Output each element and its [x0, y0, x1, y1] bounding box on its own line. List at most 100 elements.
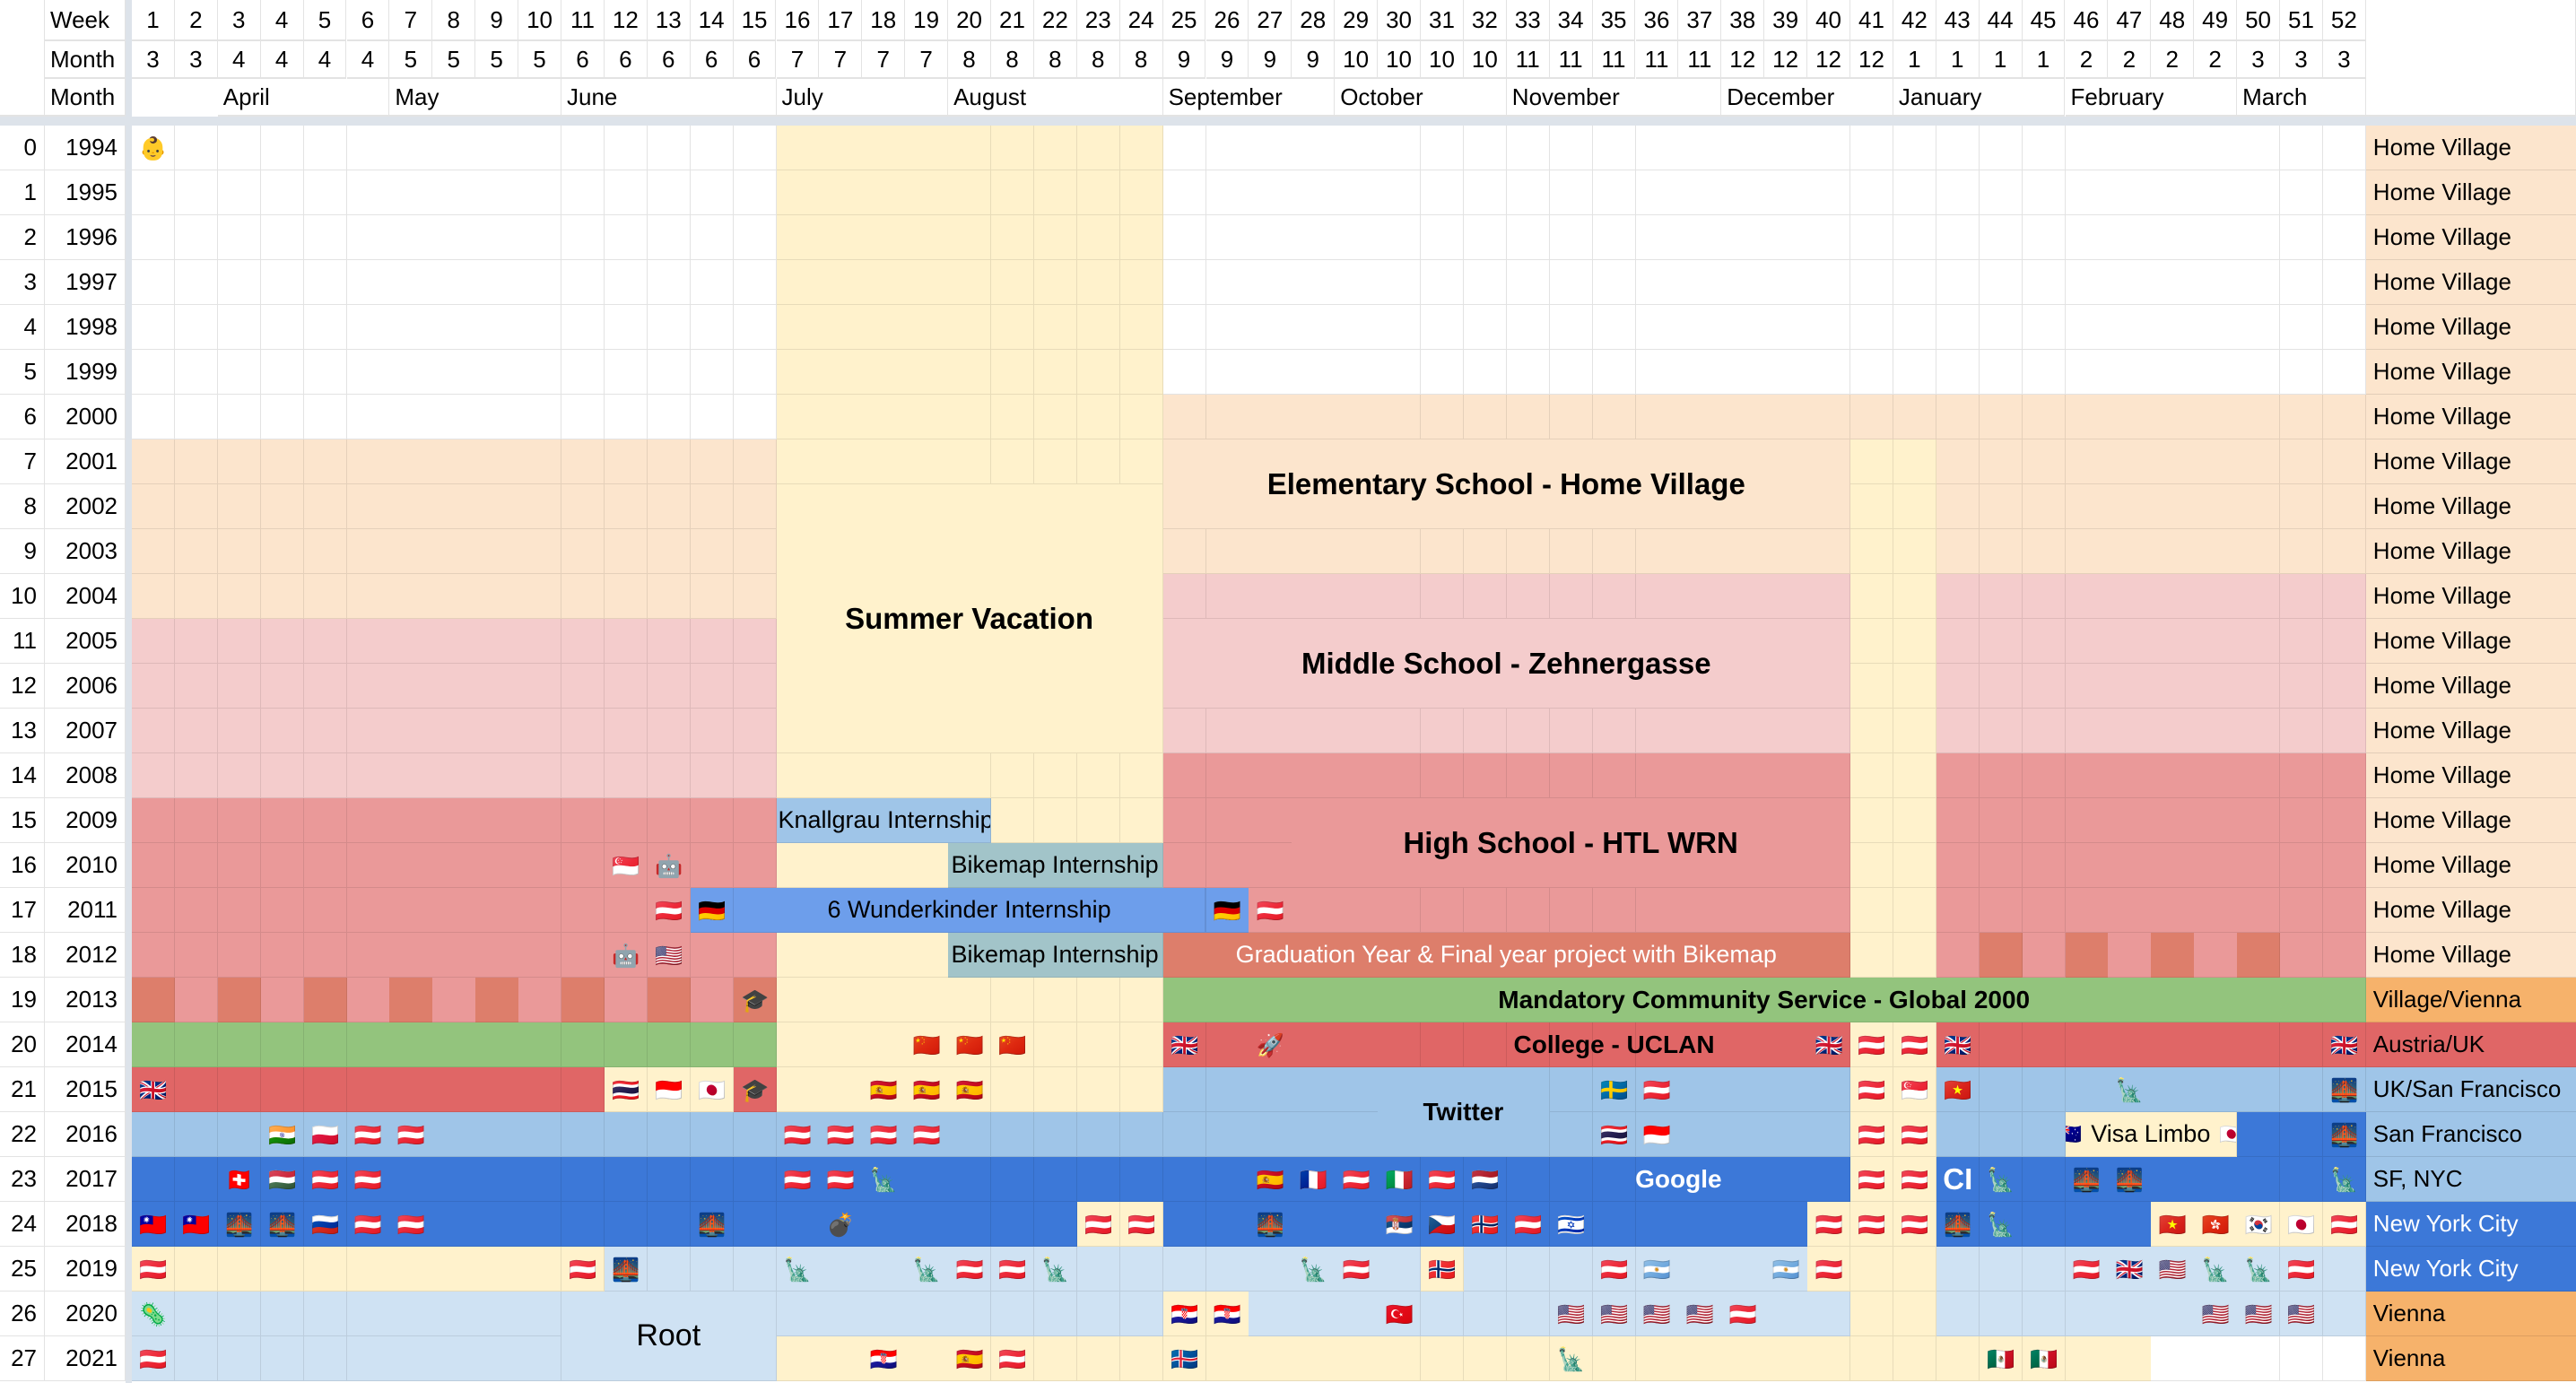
week-cell[interactable]	[1635, 260, 1679, 305]
week-cell[interactable]	[174, 619, 219, 664]
week-cell[interactable]	[1205, 574, 1249, 619]
week-cell[interactable]	[1893, 1247, 1937, 1292]
week-cell[interactable]	[2322, 484, 2367, 529]
week-cell[interactable]	[260, 1022, 305, 1067]
week-cell[interactable]	[132, 619, 176, 664]
week-cell[interactable]	[1335, 126, 1379, 170]
week-cell[interactable]	[991, 1202, 1035, 1247]
week-cell[interactable]	[518, 215, 562, 260]
week-cell[interactable]	[389, 1022, 433, 1067]
week-cell[interactable]	[819, 305, 863, 350]
week-cell[interactable]	[604, 978, 648, 1022]
week-cell[interactable]	[604, 1247, 648, 1292]
week-cell[interactable]	[1850, 619, 1894, 664]
week-cell[interactable]	[1850, 1067, 1894, 1112]
week-cell[interactable]	[518, 170, 562, 215]
week-cell[interactable]	[733, 529, 777, 574]
week-cell[interactable]	[776, 1067, 820, 1112]
week-cell[interactable]	[260, 170, 305, 215]
week-cell[interactable]	[1162, 170, 1206, 215]
week-cell[interactable]	[174, 753, 219, 798]
week-cell[interactable]	[132, 888, 176, 933]
week-cell[interactable]	[1549, 1292, 1594, 1336]
week-cell[interactable]	[217, 170, 262, 215]
week-cell[interactable]	[1764, 215, 1808, 260]
week-cell[interactable]	[1549, 888, 1594, 933]
week-cell[interactable]	[346, 888, 390, 933]
week-cell[interactable]	[1592, 305, 1636, 350]
week-cell[interactable]	[561, 484, 605, 529]
week-cell[interactable]	[2280, 1067, 2324, 1112]
week-cell[interactable]	[690, 1157, 735, 1202]
week-cell[interactable]	[647, 619, 692, 664]
week-cell[interactable]	[2280, 1112, 2324, 1157]
week-cell[interactable]	[1592, 1336, 1636, 1381]
week-cell[interactable]	[1249, 1067, 1292, 1112]
week-cell[interactable]	[1249, 170, 1292, 215]
week-cell[interactable]	[733, 619, 777, 664]
week-cell[interactable]	[432, 350, 476, 395]
week-cell[interactable]	[1205, 1022, 1249, 1067]
week-cell[interactable]	[518, 933, 562, 978]
week-cell[interactable]	[991, 439, 1035, 484]
week-cell[interactable]	[647, 170, 692, 215]
week-cell[interactable]	[174, 664, 219, 709]
week-cell[interactable]	[1764, 753, 1808, 798]
week-cell[interactable]	[1936, 798, 1980, 843]
week-cell[interactable]	[2108, 1022, 2152, 1067]
week-cell[interactable]	[1936, 933, 1980, 978]
week-cell[interactable]	[2194, 484, 2238, 529]
week-cell[interactable]	[432, 260, 476, 305]
week-cell[interactable]	[174, 978, 219, 1022]
week-cell[interactable]	[1378, 1292, 1422, 1336]
week-cell[interactable]	[475, 1247, 519, 1292]
week-cell[interactable]	[1979, 439, 2023, 484]
week-cell[interactable]	[1033, 1247, 1078, 1292]
week-cell[interactable]	[1335, 1247, 1379, 1292]
week-cell[interactable]	[604, 888, 648, 933]
week-cell[interactable]	[819, 1112, 863, 1157]
week-cell[interactable]	[1764, 1067, 1808, 1112]
week-cell[interactable]	[561, 350, 605, 395]
week-cell[interactable]	[2280, 888, 2324, 933]
week-cell[interactable]	[776, 126, 820, 170]
week-cell[interactable]	[2065, 753, 2109, 798]
week-cell[interactable]	[1850, 215, 1894, 260]
week-cell[interactable]	[1378, 170, 1422, 215]
week-cell[interactable]	[561, 395, 605, 439]
week-cell[interactable]	[1850, 753, 1894, 798]
week-cell[interactable]	[1119, 260, 1164, 305]
week-cell[interactable]	[905, 1202, 949, 1247]
week-cell[interactable]	[2322, 305, 2367, 350]
week-cell[interactable]	[2151, 1292, 2195, 1336]
week-cell[interactable]	[260, 1292, 305, 1336]
week-cell[interactable]	[1764, 1022, 1808, 1067]
week-cell[interactable]	[561, 664, 605, 709]
week-cell[interactable]	[1979, 484, 2023, 529]
week-cell[interactable]	[260, 888, 305, 933]
week-cell[interactable]	[690, 1247, 735, 1292]
week-cell[interactable]	[2322, 439, 2367, 484]
week-cell[interactable]	[518, 260, 562, 305]
week-cell[interactable]	[2280, 1292, 2324, 1336]
week-cell[interactable]	[2280, 1157, 2324, 1202]
week-cell[interactable]	[1292, 1157, 1336, 1202]
week-cell[interactable]	[174, 170, 219, 215]
week-cell[interactable]	[1850, 439, 1894, 484]
week-cell[interactable]	[1463, 529, 1508, 574]
week-cell[interactable]	[2322, 1292, 2367, 1336]
week-cell[interactable]	[1119, 350, 1164, 395]
week-cell[interactable]	[1893, 1292, 1937, 1336]
week-cell[interactable]	[389, 126, 433, 170]
week-cell[interactable]	[1850, 350, 1894, 395]
week-cell[interactable]	[1205, 126, 1249, 170]
week-cell[interactable]	[905, 1247, 949, 1292]
week-cell[interactable]	[260, 1067, 305, 1112]
week-cell[interactable]	[1979, 126, 2023, 170]
week-cell[interactable]	[776, 350, 820, 395]
week-cell[interactable]	[905, 753, 949, 798]
week-cell[interactable]	[475, 126, 519, 170]
week-cell[interactable]	[561, 529, 605, 574]
week-cell[interactable]	[1162, 1336, 1206, 1381]
week-cell[interactable]	[2022, 126, 2066, 170]
